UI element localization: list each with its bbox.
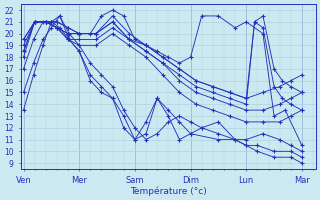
X-axis label: Température (°c): Température (°c): [130, 186, 207, 196]
